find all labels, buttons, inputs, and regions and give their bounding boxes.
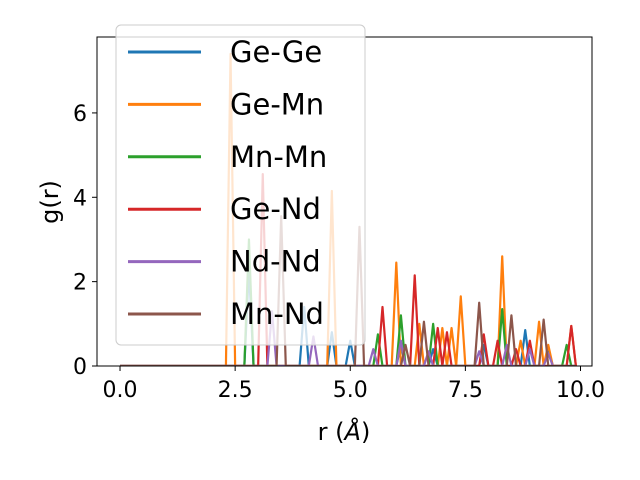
y-axis-label: g(r) — [36, 180, 64, 224]
series-line-mn-mn — [120, 238, 576, 366]
y-tick-label: 2 — [73, 271, 87, 296]
y-tick-label: 4 — [73, 186, 87, 211]
legend-label: Ge-Nd — [230, 192, 321, 226]
series-line-ge-mn — [120, 52, 577, 366]
plot-area — [120, 52, 577, 366]
x-tick-label: 2.5 — [218, 378, 253, 403]
y-tick-label: 6 — [73, 102, 87, 127]
x-tick-label: 5.0 — [333, 378, 368, 403]
legend-label: Mn-Nd — [230, 297, 324, 331]
x-tick-label: 10.0 — [556, 378, 605, 403]
legend-label: Ge-Ge — [230, 35, 322, 69]
x-axis-label: r (Å) — [318, 417, 371, 446]
legend-label: Nd-Nd — [230, 245, 321, 279]
y-tick-label: 0 — [73, 355, 87, 380]
legend-label: Mn-Mn — [230, 140, 327, 174]
x-tick-label: 0.0 — [103, 378, 138, 403]
x-tick-label: 7.5 — [448, 378, 483, 403]
series-line-ge-ge — [120, 267, 576, 366]
legend: Ge-Ge Ge-Mn Mn-Mn Ge-Nd Nd-Nd Mn-Nd — [115, 24, 366, 346]
legend-label: Ge-Mn — [230, 87, 324, 121]
series-line-ge-nd — [120, 172, 577, 366]
